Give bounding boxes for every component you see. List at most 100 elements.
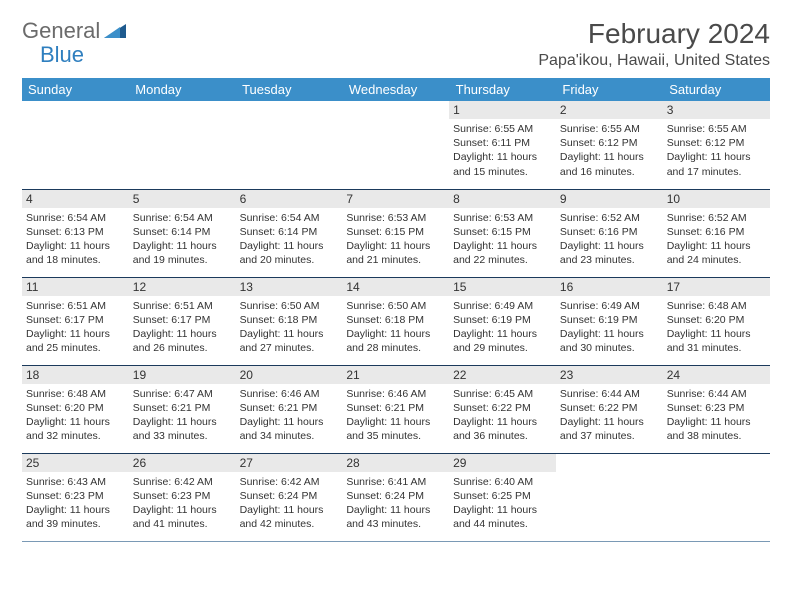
day-info: Sunrise: 6:48 AMSunset: 6:20 PMDaylight:… bbox=[22, 384, 129, 447]
day-number: 9 bbox=[556, 190, 663, 208]
day-number: 3 bbox=[663, 101, 770, 119]
calendar-cell: 14Sunrise: 6:50 AMSunset: 6:18 PMDayligh… bbox=[342, 277, 449, 365]
day-info: Sunrise: 6:41 AMSunset: 6:24 PMDaylight:… bbox=[342, 472, 449, 535]
calendar-cell: 18Sunrise: 6:48 AMSunset: 6:20 PMDayligh… bbox=[22, 365, 129, 453]
day-number: 15 bbox=[449, 278, 556, 296]
day-number: 8 bbox=[449, 190, 556, 208]
day-number-empty bbox=[236, 101, 343, 119]
title-block: February 2024 Papa'ikou, Hawaii, United … bbox=[538, 18, 770, 70]
day-number: 7 bbox=[342, 190, 449, 208]
calendar-cell: 4Sunrise: 6:54 AMSunset: 6:13 PMDaylight… bbox=[22, 189, 129, 277]
calendar-cell: 11Sunrise: 6:51 AMSunset: 6:17 PMDayligh… bbox=[22, 277, 129, 365]
day-number: 20 bbox=[236, 366, 343, 384]
calendar-cell: 19Sunrise: 6:47 AMSunset: 6:21 PMDayligh… bbox=[129, 365, 236, 453]
calendar-cell: 5Sunrise: 6:54 AMSunset: 6:14 PMDaylight… bbox=[129, 189, 236, 277]
day-info: Sunrise: 6:50 AMSunset: 6:18 PMDaylight:… bbox=[342, 296, 449, 359]
logo-triangle-icon bbox=[104, 22, 126, 38]
calendar-cell: 28Sunrise: 6:41 AMSunset: 6:24 PMDayligh… bbox=[342, 453, 449, 541]
day-number: 2 bbox=[556, 101, 663, 119]
calendar-cell: 2Sunrise: 6:55 AMSunset: 6:12 PMDaylight… bbox=[556, 101, 663, 189]
day-number: 29 bbox=[449, 454, 556, 472]
day-number: 25 bbox=[22, 454, 129, 472]
day-number: 18 bbox=[22, 366, 129, 384]
day-info: Sunrise: 6:50 AMSunset: 6:18 PMDaylight:… bbox=[236, 296, 343, 359]
day-info: Sunrise: 6:46 AMSunset: 6:21 PMDaylight:… bbox=[342, 384, 449, 447]
day-header: Wednesday bbox=[342, 78, 449, 101]
day-number: 13 bbox=[236, 278, 343, 296]
day-number: 10 bbox=[663, 190, 770, 208]
calendar-cell: 12Sunrise: 6:51 AMSunset: 6:17 PMDayligh… bbox=[129, 277, 236, 365]
day-number: 24 bbox=[663, 366, 770, 384]
calendar-cell: 15Sunrise: 6:49 AMSunset: 6:19 PMDayligh… bbox=[449, 277, 556, 365]
day-info: Sunrise: 6:40 AMSunset: 6:25 PMDaylight:… bbox=[449, 472, 556, 535]
calendar-cell: 29Sunrise: 6:40 AMSunset: 6:25 PMDayligh… bbox=[449, 453, 556, 541]
calendar-cell: 25Sunrise: 6:43 AMSunset: 6:23 PMDayligh… bbox=[22, 453, 129, 541]
day-number: 22 bbox=[449, 366, 556, 384]
calendar-cell: 7Sunrise: 6:53 AMSunset: 6:15 PMDaylight… bbox=[342, 189, 449, 277]
calendar-week: 4Sunrise: 6:54 AMSunset: 6:13 PMDaylight… bbox=[22, 189, 770, 277]
calendar-cell: 10Sunrise: 6:52 AMSunset: 6:16 PMDayligh… bbox=[663, 189, 770, 277]
calendar-cell bbox=[22, 101, 129, 189]
day-number: 23 bbox=[556, 366, 663, 384]
day-number: 4 bbox=[22, 190, 129, 208]
day-info: Sunrise: 6:42 AMSunset: 6:23 PMDaylight:… bbox=[129, 472, 236, 535]
day-info: Sunrise: 6:43 AMSunset: 6:23 PMDaylight:… bbox=[22, 472, 129, 535]
day-header: Thursday bbox=[449, 78, 556, 101]
logo: General Blue bbox=[22, 18, 126, 44]
day-info: Sunrise: 6:54 AMSunset: 6:13 PMDaylight:… bbox=[22, 208, 129, 271]
calendar-cell bbox=[129, 101, 236, 189]
calendar-cell: 23Sunrise: 6:44 AMSunset: 6:22 PMDayligh… bbox=[556, 365, 663, 453]
calendar-week: 11Sunrise: 6:51 AMSunset: 6:17 PMDayligh… bbox=[22, 277, 770, 365]
day-header-row: SundayMondayTuesdayWednesdayThursdayFrid… bbox=[22, 78, 770, 101]
day-info: Sunrise: 6:44 AMSunset: 6:23 PMDaylight:… bbox=[663, 384, 770, 447]
calendar-cell: 22Sunrise: 6:45 AMSunset: 6:22 PMDayligh… bbox=[449, 365, 556, 453]
day-info: Sunrise: 6:49 AMSunset: 6:19 PMDaylight:… bbox=[556, 296, 663, 359]
day-info: Sunrise: 6:46 AMSunset: 6:21 PMDaylight:… bbox=[236, 384, 343, 447]
day-info: Sunrise: 6:45 AMSunset: 6:22 PMDaylight:… bbox=[449, 384, 556, 447]
header: General Blue February 2024 Papa'ikou, Ha… bbox=[22, 18, 770, 70]
day-number: 17 bbox=[663, 278, 770, 296]
location: Papa'ikou, Hawaii, United States bbox=[538, 52, 770, 70]
page-title: February 2024 bbox=[538, 18, 770, 50]
calendar-cell: 3Sunrise: 6:55 AMSunset: 6:12 PMDaylight… bbox=[663, 101, 770, 189]
calendar-cell: 24Sunrise: 6:44 AMSunset: 6:23 PMDayligh… bbox=[663, 365, 770, 453]
day-info: Sunrise: 6:42 AMSunset: 6:24 PMDaylight:… bbox=[236, 472, 343, 535]
logo-text-2: Blue bbox=[40, 42, 84, 68]
day-info: Sunrise: 6:49 AMSunset: 6:19 PMDaylight:… bbox=[449, 296, 556, 359]
day-header: Monday bbox=[129, 78, 236, 101]
calendar-cell bbox=[556, 453, 663, 541]
calendar-cell: 8Sunrise: 6:53 AMSunset: 6:15 PMDaylight… bbox=[449, 189, 556, 277]
day-info: Sunrise: 6:54 AMSunset: 6:14 PMDaylight:… bbox=[129, 208, 236, 271]
day-info: Sunrise: 6:53 AMSunset: 6:15 PMDaylight:… bbox=[449, 208, 556, 271]
calendar-cell bbox=[342, 101, 449, 189]
calendar-cell: 27Sunrise: 6:42 AMSunset: 6:24 PMDayligh… bbox=[236, 453, 343, 541]
calendar-cell: 21Sunrise: 6:46 AMSunset: 6:21 PMDayligh… bbox=[342, 365, 449, 453]
day-number: 28 bbox=[342, 454, 449, 472]
day-info: Sunrise: 6:52 AMSunset: 6:16 PMDaylight:… bbox=[663, 208, 770, 271]
day-number: 6 bbox=[236, 190, 343, 208]
logo-text-1: General bbox=[22, 18, 100, 44]
day-number: 5 bbox=[129, 190, 236, 208]
calendar-week: 1Sunrise: 6:55 AMSunset: 6:11 PMDaylight… bbox=[22, 101, 770, 189]
day-number-empty bbox=[556, 454, 663, 472]
calendar-table: SundayMondayTuesdayWednesdayThursdayFrid… bbox=[22, 78, 770, 541]
calendar-cell: 9Sunrise: 6:52 AMSunset: 6:16 PMDaylight… bbox=[556, 189, 663, 277]
calendar-cell bbox=[663, 453, 770, 541]
day-number: 16 bbox=[556, 278, 663, 296]
day-number: 1 bbox=[449, 101, 556, 119]
calendar-week: 25Sunrise: 6:43 AMSunset: 6:23 PMDayligh… bbox=[22, 453, 770, 541]
day-number: 14 bbox=[342, 278, 449, 296]
day-info: Sunrise: 6:53 AMSunset: 6:15 PMDaylight:… bbox=[342, 208, 449, 271]
day-info: Sunrise: 6:55 AMSunset: 6:11 PMDaylight:… bbox=[449, 119, 556, 182]
day-number: 19 bbox=[129, 366, 236, 384]
day-info: Sunrise: 6:47 AMSunset: 6:21 PMDaylight:… bbox=[129, 384, 236, 447]
calendar-cell: 1Sunrise: 6:55 AMSunset: 6:11 PMDaylight… bbox=[449, 101, 556, 189]
day-number-empty bbox=[663, 454, 770, 472]
day-number-empty bbox=[342, 101, 449, 119]
calendar-week: 18Sunrise: 6:48 AMSunset: 6:20 PMDayligh… bbox=[22, 365, 770, 453]
day-number: 27 bbox=[236, 454, 343, 472]
calendar-cell: 6Sunrise: 6:54 AMSunset: 6:14 PMDaylight… bbox=[236, 189, 343, 277]
day-info: Sunrise: 6:51 AMSunset: 6:17 PMDaylight:… bbox=[22, 296, 129, 359]
day-info: Sunrise: 6:51 AMSunset: 6:17 PMDaylight:… bbox=[129, 296, 236, 359]
day-info: Sunrise: 6:44 AMSunset: 6:22 PMDaylight:… bbox=[556, 384, 663, 447]
